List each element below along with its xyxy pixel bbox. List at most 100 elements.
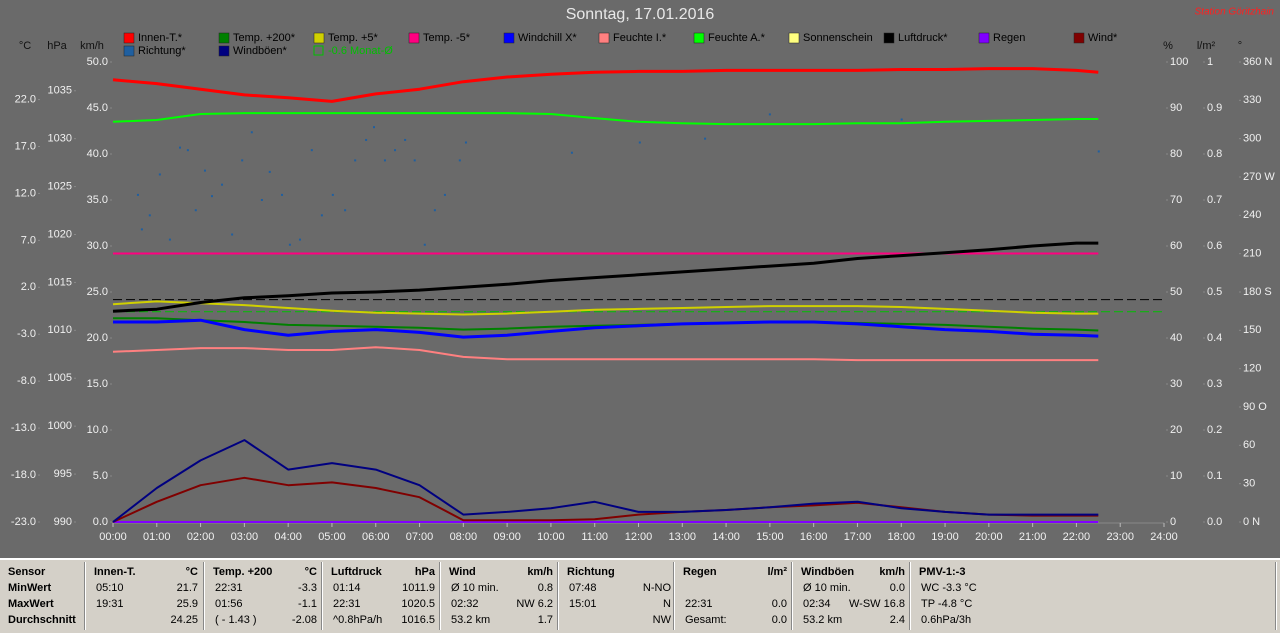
column-separator [909, 562, 911, 630]
scatter-point [168, 238, 171, 241]
legend-swatch [503, 32, 515, 44]
legend-swatch [978, 32, 990, 44]
y-tick-label: 40.0 [87, 148, 108, 160]
x-tick-label: 19:00 [931, 531, 959, 543]
legend-swatch [123, 32, 135, 44]
column-separator [321, 562, 323, 630]
y-tick-label: 30 [1170, 378, 1182, 390]
cell: 02:34 [803, 598, 831, 610]
legend-label: Wind* [1088, 32, 1118, 44]
x-tick-label: 07:00 [406, 531, 434, 543]
y-tick-label: 1010 [48, 324, 72, 336]
x-tick-label: 04:00 [274, 531, 302, 543]
cell: 0.6hPa/3h [921, 614, 972, 626]
y-tick-label: 1020 [48, 228, 72, 240]
y-tick-label: 1030 [48, 133, 72, 145]
scatter-point [433, 209, 436, 212]
y-tick-label: 60 [1243, 439, 1255, 451]
legend-swatch [408, 32, 420, 44]
scatter-point [158, 173, 161, 176]
y-tick-label: 10 [1170, 470, 1182, 482]
y-tick-label: 20.0 [87, 332, 108, 344]
y-tick-label: 240 [1243, 209, 1261, 221]
legend-label: Innen-T.* [138, 32, 183, 44]
y-tick-label: 1035 [48, 85, 72, 97]
column-separator [557, 562, 559, 630]
column-header: Richtung [567, 566, 615, 578]
cell: 1011.9 [402, 582, 435, 594]
y-tick-label: 0.0 [93, 516, 108, 528]
cell: 0.0 [771, 614, 787, 626]
scatter-point [458, 159, 461, 162]
x-tick-label: 00:00 [99, 531, 127, 543]
cell: 22:31 [333, 598, 361, 610]
y-tick-label: 150 [1243, 324, 1261, 336]
row-label: MinWert [8, 582, 52, 594]
cell: NW [652, 614, 671, 626]
x-tick-label: 24:00 [1150, 531, 1178, 543]
scatter-point [394, 149, 397, 152]
y-tick-label: 12.0 [15, 187, 36, 199]
y-tick-label: 180 S [1243, 286, 1272, 298]
column-header: Innen-T. [94, 566, 136, 578]
axis-unit: l/m² [1197, 40, 1216, 52]
scatter-point [281, 193, 284, 196]
axis-unit: °C [19, 40, 31, 52]
scatter-point [354, 159, 357, 162]
y-tick-label: 0.3 [1207, 378, 1222, 390]
x-tick-label: 22:00 [1063, 531, 1091, 543]
x-tick-label: 01:00 [143, 531, 171, 543]
y-tick-label: 1005 [48, 372, 72, 384]
cell: 24.25 [170, 614, 198, 626]
series-line [112, 67, 1099, 103]
column-header: Windböen [801, 566, 855, 578]
axis-unit: hPa [47, 40, 67, 52]
cell: ( - 1.43 ) [215, 614, 257, 626]
x-tick-label: 11:00 [581, 531, 608, 543]
x-tick-label: 17:00 [844, 531, 872, 543]
scatter-point [464, 141, 467, 144]
legend-label: Feuchte A.* [708, 32, 766, 44]
x-tick-label: 08:00 [450, 531, 478, 543]
cell: 1.7 [537, 614, 553, 626]
y-tick-label: 0 N [1243, 516, 1260, 528]
y-tick-label: 0.9 [1207, 102, 1222, 114]
y-tick-label: 1025 [48, 180, 72, 192]
y-tick-label: 80 [1170, 148, 1182, 160]
scatter-point [310, 149, 313, 152]
chart-title: Sonntag, 17.01.2016 [566, 6, 715, 23]
y-tick-label: 7.0 [21, 234, 36, 246]
scatter-point [231, 233, 234, 236]
series-line [112, 112, 1099, 126]
y-tick-label: 120 [1243, 363, 1261, 375]
scatter-point [344, 209, 347, 212]
x-tick-label: 02:00 [187, 531, 215, 543]
legend-swatch [218, 45, 230, 57]
axis-unit: ° [1238, 40, 1242, 52]
y-tick-label: 0.8 [1207, 148, 1222, 160]
column-unit: km/h [879, 566, 905, 578]
x-tick-label: 18:00 [887, 531, 915, 543]
scatter-point [570, 151, 573, 154]
legend-label: Windböen* [233, 45, 288, 57]
y-tick-label: 1 [1207, 56, 1213, 68]
legend-label: Temp. +5* [328, 32, 379, 44]
y-tick-label: 0.7 [1207, 194, 1222, 206]
scatter-point [365, 138, 368, 141]
scatter-point [221, 183, 224, 186]
cell: 53.2 km [803, 614, 843, 626]
x-tick-label: 13:00 [669, 531, 697, 543]
row-label: MaxWert [8, 598, 54, 610]
y-tick-label: 45.0 [87, 102, 108, 114]
x-tick-label: 03:00 [231, 531, 259, 543]
cell: 07:48 [569, 582, 597, 594]
cell: 02:32 [451, 598, 479, 610]
column-separator [673, 562, 675, 630]
y-tick-label: 360 N [1243, 56, 1272, 68]
column-unit: °C [185, 566, 198, 578]
legend-swatch [313, 32, 325, 44]
y-tick-label: 0.4 [1207, 332, 1222, 344]
scatter-point [298, 238, 301, 241]
stats-table: Sensor MinWert MaxWert Durchschnitt Innen-T.… [0, 558, 1280, 633]
y-tick-label: 0.0 [1207, 516, 1222, 528]
